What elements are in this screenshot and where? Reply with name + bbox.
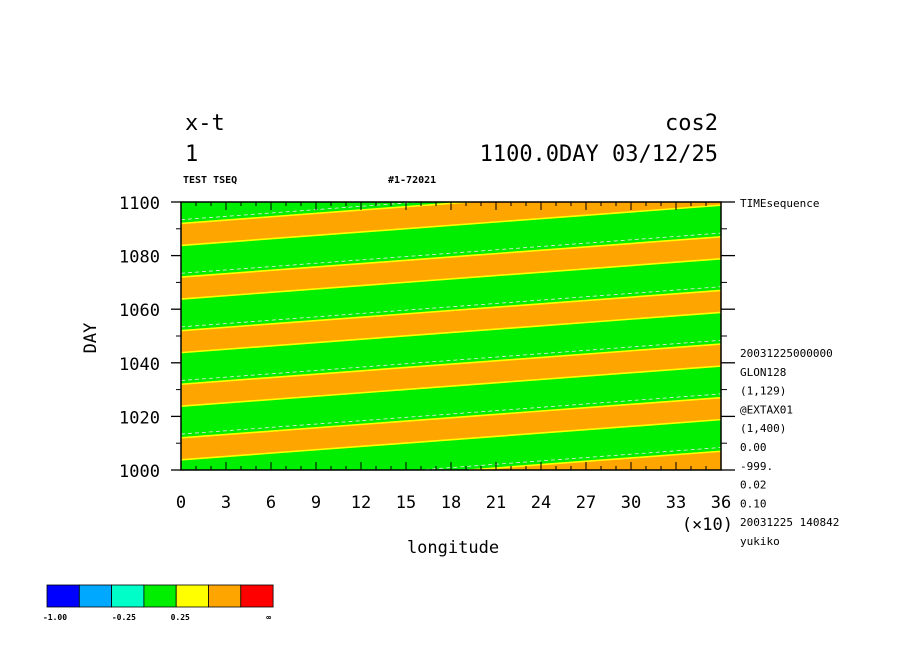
contour-line xyxy=(181,418,721,461)
dashed-contour xyxy=(181,339,721,381)
x-tick-label: 15 xyxy=(396,493,416,513)
y-tick-label: 1100 xyxy=(119,194,160,214)
contour-line xyxy=(181,396,721,439)
x-tick-label: 3 xyxy=(221,493,231,513)
orange-band xyxy=(181,344,721,407)
header-left-line2: 1 xyxy=(185,142,198,167)
colorbar-swatch xyxy=(240,584,274,608)
x-tick-label: 33 xyxy=(666,493,686,513)
x-tick-label: 24 xyxy=(531,493,551,513)
colorbar-swatch xyxy=(143,584,177,608)
x-tick-label: 36 xyxy=(711,493,731,513)
plot-area xyxy=(181,202,721,470)
x-axis-label: longitude xyxy=(407,538,499,558)
y-tick-label: 1060 xyxy=(119,301,160,321)
side-top-label: TIMEsequence xyxy=(740,197,819,210)
side-info-line: 0.00 xyxy=(740,441,767,454)
contour-line xyxy=(181,365,721,408)
x-tick-label: 6 xyxy=(266,493,276,513)
y-axis-label: DAY xyxy=(81,323,101,354)
colorbar-swatch xyxy=(111,584,145,608)
dashed-contour xyxy=(181,286,721,328)
x-tick-label: 0 xyxy=(176,493,186,513)
header-sub-left: TEST TSEQ xyxy=(183,175,237,186)
x-multiplier: (×10) xyxy=(682,515,733,535)
header-right-line1: cos2 xyxy=(665,111,718,136)
x-tick-label: 18 xyxy=(441,493,461,513)
x-tick-label: 12 xyxy=(351,493,371,513)
x-tick-label: 21 xyxy=(486,493,506,513)
orange-band xyxy=(181,202,721,246)
colorbar-swatch xyxy=(46,584,80,608)
x-tick-label: 9 xyxy=(311,493,321,513)
contour-line xyxy=(181,258,721,300)
header-right-line2: 1100.0DAY 03/12/25 xyxy=(480,142,718,167)
colorbar-label: -1.00 xyxy=(43,613,67,622)
side-info-line: 0.02 xyxy=(740,479,767,492)
dashed-contour xyxy=(413,447,721,470)
x-tick-label: 27 xyxy=(576,493,596,513)
header-sub-center: #1-72021 xyxy=(388,175,436,186)
contour-line xyxy=(458,450,721,470)
orange-band xyxy=(181,236,721,300)
side-info-line: yukiko xyxy=(740,535,780,548)
side-info-line: -999. xyxy=(740,460,773,473)
contour-line xyxy=(181,343,721,386)
colorbar-label: 0.25 xyxy=(171,613,190,622)
y-tick-label: 1000 xyxy=(119,462,160,482)
colorbar-swatch xyxy=(175,584,209,608)
colorbar: -1.00 -0.25 0.25 ∞ xyxy=(43,584,274,622)
dashed-contour xyxy=(181,393,721,435)
side-info-line: 20031225000000 xyxy=(740,347,833,360)
colorbar-label: -0.25 xyxy=(112,613,136,622)
contour-line xyxy=(181,311,721,354)
colorbar-swatch xyxy=(208,584,242,608)
header-left-line1: x-t xyxy=(185,111,225,136)
side-info-line: (1,129) xyxy=(740,385,786,398)
y-tick-label: 1020 xyxy=(119,408,160,428)
contour-line xyxy=(181,289,721,332)
orange-band xyxy=(181,397,721,460)
contour-line xyxy=(181,236,721,278)
y-tick-label: 1080 xyxy=(119,248,160,268)
colorbar-swatch xyxy=(78,584,113,608)
side-info-line: GLON128 xyxy=(740,366,786,379)
x-tick-label: 30 xyxy=(621,493,641,513)
y-tick-label: 1040 xyxy=(119,355,160,375)
side-info-line: (1,400) xyxy=(740,422,786,435)
orange-band xyxy=(181,290,721,353)
dashed-contour xyxy=(181,232,721,274)
side-info-line: 0.10 xyxy=(740,497,767,510)
contour-line xyxy=(181,204,721,247)
side-info-line: 20031225 140842 xyxy=(740,516,839,529)
side-info-line: @EXTAX01 xyxy=(740,403,793,416)
colorbar-label: ∞ xyxy=(266,613,271,622)
